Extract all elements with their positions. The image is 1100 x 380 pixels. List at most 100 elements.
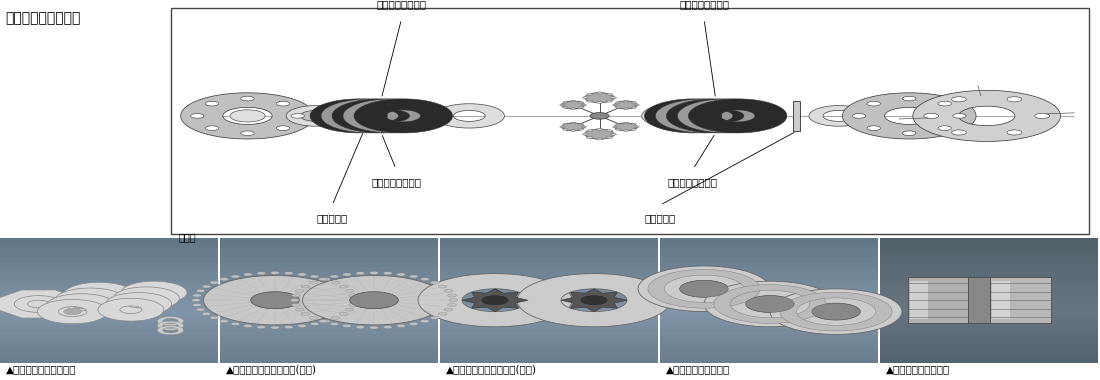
Bar [440, 275, 658, 279]
Bar [220, 309, 438, 313]
Circle shape [285, 272, 294, 275]
PathPatch shape [121, 281, 187, 304]
Circle shape [579, 129, 583, 130]
Text: 構成図: 構成図 [178, 232, 196, 242]
Circle shape [251, 292, 299, 309]
Circle shape [409, 322, 418, 325]
Circle shape [292, 294, 300, 297]
Bar [220, 329, 438, 334]
Bar [880, 350, 1098, 355]
Bar [0, 275, 218, 279]
Bar [0, 292, 218, 296]
Circle shape [812, 303, 860, 320]
Bar [0, 238, 218, 242]
PathPatch shape [689, 99, 786, 133]
PathPatch shape [434, 104, 505, 128]
Circle shape [256, 326, 265, 329]
PathPatch shape [517, 274, 671, 327]
Circle shape [420, 278, 429, 281]
Circle shape [81, 297, 99, 303]
Bar [880, 334, 1098, 338]
Bar [0, 250, 218, 254]
Bar [220, 313, 438, 317]
Bar [908, 277, 968, 323]
Circle shape [867, 126, 880, 130]
Bar [220, 279, 438, 283]
Circle shape [613, 104, 617, 106]
Circle shape [938, 101, 952, 106]
Circle shape [196, 289, 205, 292]
Bar [440, 242, 658, 246]
Bar [880, 329, 1098, 334]
PathPatch shape [770, 289, 902, 334]
Text: ▲オーバーホールセット: ▲オーバーホールセット [6, 364, 76, 374]
Circle shape [953, 114, 966, 118]
Bar [440, 246, 658, 250]
Bar [220, 254, 438, 258]
Circle shape [271, 326, 279, 329]
Bar [660, 263, 878, 267]
Circle shape [384, 326, 393, 329]
Circle shape [596, 128, 603, 130]
Circle shape [438, 285, 447, 288]
Circle shape [614, 123, 638, 131]
Bar [440, 313, 658, 317]
Bar [880, 288, 1098, 292]
Bar [220, 346, 438, 350]
Bar [660, 304, 878, 309]
Bar [0, 338, 218, 342]
Bar [220, 292, 438, 296]
PathPatch shape [302, 276, 446, 325]
PathPatch shape [343, 99, 441, 133]
Circle shape [606, 100, 613, 102]
Circle shape [220, 320, 229, 323]
Bar [440, 304, 658, 309]
Bar [440, 350, 658, 355]
Bar [0, 242, 218, 246]
Circle shape [192, 294, 201, 297]
Polygon shape [561, 289, 627, 312]
Circle shape [596, 92, 603, 94]
Circle shape [563, 107, 568, 108]
Circle shape [202, 312, 211, 315]
Circle shape [206, 126, 219, 130]
Bar [220, 359, 438, 363]
Circle shape [231, 275, 240, 278]
Circle shape [616, 124, 620, 125]
Circle shape [271, 271, 279, 274]
Circle shape [616, 107, 620, 108]
Bar [440, 346, 658, 350]
Bar [660, 258, 878, 263]
Circle shape [571, 108, 575, 109]
Bar [0, 258, 218, 263]
Circle shape [583, 97, 588, 99]
Circle shape [596, 138, 603, 140]
Circle shape [610, 97, 616, 99]
PathPatch shape [638, 266, 770, 312]
Circle shape [210, 281, 219, 284]
Bar [220, 288, 438, 292]
PathPatch shape [843, 93, 976, 139]
Bar [0, 309, 218, 313]
Circle shape [345, 308, 354, 311]
Bar [660, 300, 878, 304]
Circle shape [220, 278, 229, 281]
Circle shape [746, 296, 794, 312]
Circle shape [190, 114, 204, 118]
Circle shape [616, 101, 620, 103]
Bar [0, 321, 218, 325]
Circle shape [563, 101, 568, 103]
Circle shape [579, 107, 583, 108]
Circle shape [342, 325, 351, 328]
Circle shape [350, 299, 359, 302]
Text: ディスク（外歯）: ディスク（外歯） [371, 177, 421, 187]
Circle shape [631, 124, 636, 125]
Circle shape [256, 272, 265, 275]
Bar [880, 271, 1098, 275]
PathPatch shape [648, 269, 760, 308]
Bar [440, 321, 658, 325]
Bar [880, 321, 1098, 325]
Circle shape [606, 130, 613, 132]
Circle shape [582, 126, 586, 128]
Bar [990, 277, 1050, 323]
